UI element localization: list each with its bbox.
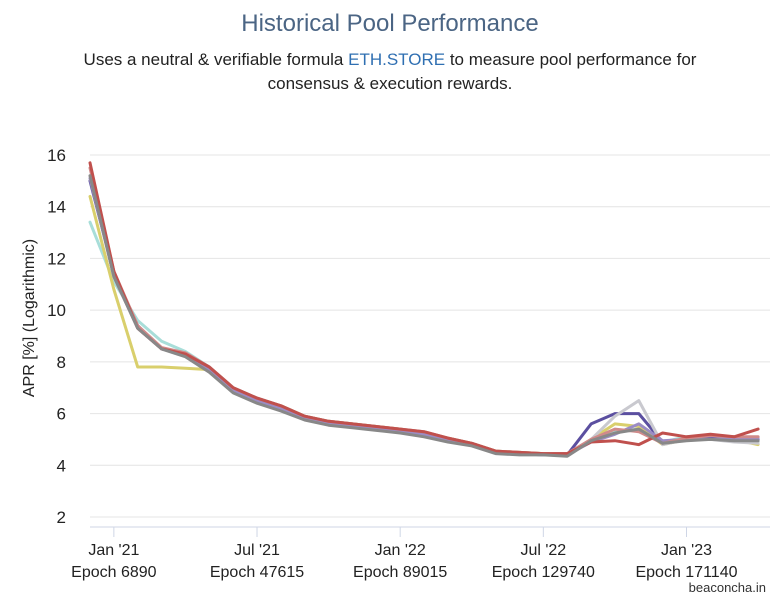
y-tick-label-2: 2 [57,508,66,527]
subtitle-text-pre: Uses a neutral & verifiable formula [83,50,349,69]
chart-subtitle: Uses a neutral & verifiable formula ETH.… [60,48,720,96]
series-lines [88,161,760,458]
y-tick-label-12: 12 [47,249,66,268]
x-tick-label-3: Jul '22 [520,542,566,559]
subtitle-text-post: to measure pool performance for consensu… [267,50,697,93]
x-tick-epoch-4: Epoch 171140 [635,564,737,581]
x-tick-epoch-1: Epoch 47615 [210,564,304,581]
eth-store-link[interactable]: ETH.STORE [348,50,446,69]
y-tick-label-8: 8 [57,353,66,372]
chart-title: Historical Pool Performance [241,10,539,37]
credit-text: beaconcha.in [688,580,766,595]
line-series-4 [88,174,760,457]
y-tick-label-4: 4 [57,456,66,475]
y-tick-label-10: 10 [47,301,66,320]
line-series-5 [88,176,760,457]
y-tick-label-16: 16 [47,146,66,165]
line-series-2 [88,194,760,457]
line-series-8 [88,174,760,458]
line-series-6 [88,166,760,456]
y-tick-label-14: 14 [47,198,66,217]
x-tick-epoch-3: Epoch 129740 [492,564,595,581]
x-tick-label-2: Jan '22 [375,542,426,559]
line-series-1 [88,220,760,457]
grid-lines [90,154,770,518]
x-tick-epoch-0: Epoch 6890 [71,564,157,581]
x-tick-label-4: Jan '23 [661,542,712,559]
y-axis: 2 4 6 8 10 12 14 16 [47,146,66,527]
x-tick-epoch-2: Epoch 89015 [353,564,447,581]
y-axis-label: APR [%] (Logarithmic) [21,239,38,397]
x-tick-label-1: Jul '21 [234,542,280,559]
x-axis: Jan '21 Epoch 6890 Jul '21 Epoch 47615 Jan '… [71,526,770,581]
x-tick-label-0: Jan '21 [88,542,139,559]
y-tick-label-6: 6 [57,405,66,424]
line-series-7 [88,161,760,456]
